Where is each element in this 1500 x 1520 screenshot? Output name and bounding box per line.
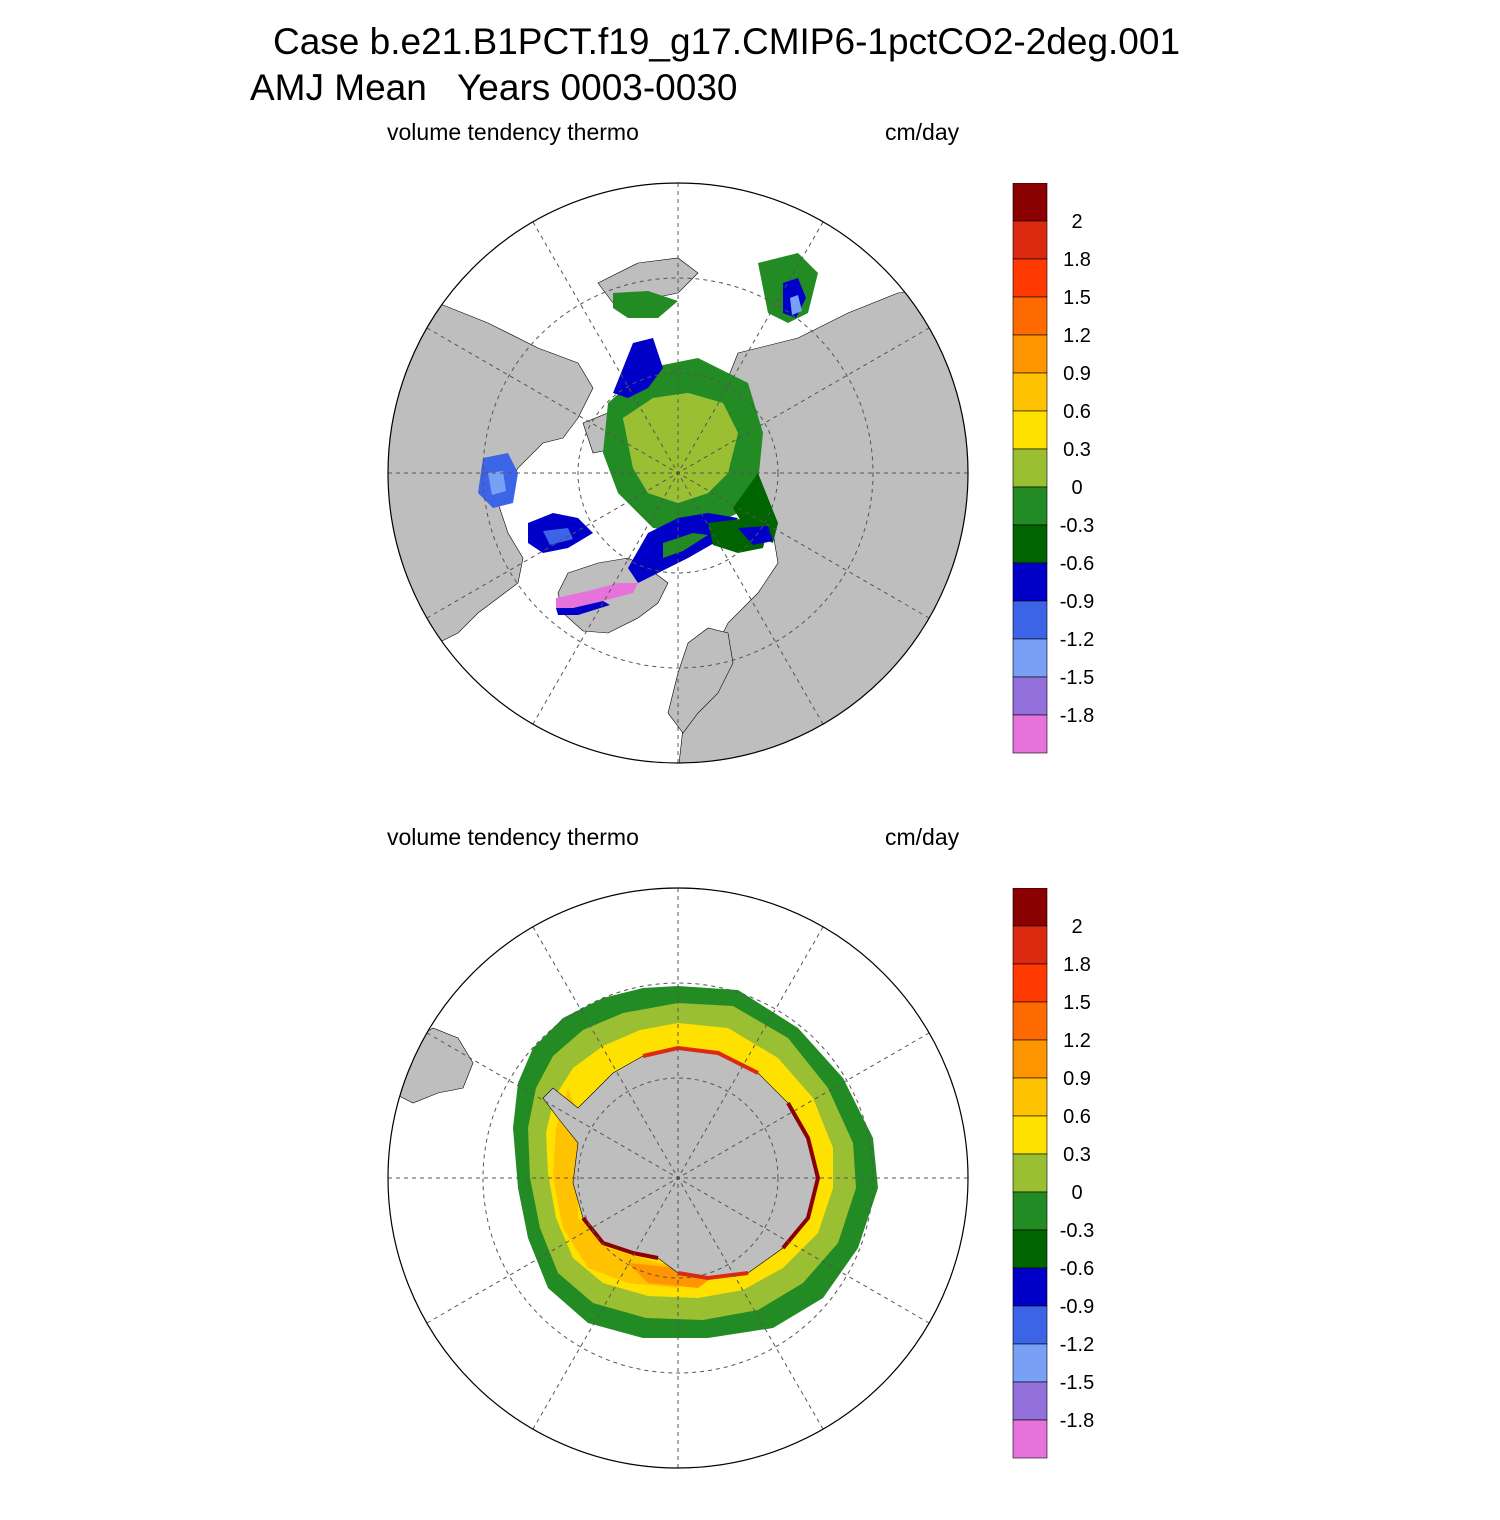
antarctic-polar-map xyxy=(387,887,969,1469)
graticule xyxy=(388,888,968,1468)
colorbar-tick-label: 0 xyxy=(1071,477,1082,499)
coastal-fringe xyxy=(581,1045,821,1281)
colorbar-tick-label: 1.8 xyxy=(1063,954,1091,976)
colorbar-tick-label: -1.2 xyxy=(1060,1334,1094,1356)
graticule xyxy=(388,183,968,763)
colorbar-swatch xyxy=(1012,1153,1048,1193)
colorbar-tick-label: -0.9 xyxy=(1060,591,1094,613)
colorbar-swatch xyxy=(1012,600,1048,640)
colorbar-tick-label: 0.6 xyxy=(1063,1106,1091,1128)
colorbar-swatch xyxy=(1012,1419,1048,1459)
colorbar-swatch xyxy=(1012,486,1048,526)
colorbar-swatch xyxy=(1012,963,1048,1003)
colorbar-tick-label: 1.2 xyxy=(1063,1030,1091,1052)
map-border xyxy=(387,182,969,764)
colorbar-tick-label: 2 xyxy=(1071,916,1082,938)
colorbar-tick-label: -0.6 xyxy=(1060,1258,1094,1280)
colorbar-swatch xyxy=(1012,372,1048,412)
antarctic-colorbar: 2 1.8 1.5 1.2 0.9 0.6 0.3 0 -0.3 -0.6 -0.9 -1.2 -1.5… xyxy=(1012,888,1094,1459)
colorbar-swatch xyxy=(1012,448,1048,488)
colorbar-tick-label: 0.6 xyxy=(1063,401,1091,423)
colorbar-swatch xyxy=(1012,638,1048,678)
antarctic-panel: volume tendency thermo cm/day xyxy=(0,815,1500,1520)
panel-left-label: volume tendency thermo xyxy=(387,824,639,850)
colorbar-swatch xyxy=(1012,676,1048,716)
colorbar-swatch xyxy=(1012,296,1048,336)
colorbar-tick-label: 1.5 xyxy=(1063,992,1091,1014)
colorbar-swatch xyxy=(1012,1191,1048,1231)
colorbar-tick-label: -1.5 xyxy=(1060,1372,1094,1394)
arctic-colorbar: 2 1.8 1.5 1.2 0.9 0.6 0.3 0 -0.3 -0.6 -0.9 -1.2 -1.5… xyxy=(1012,183,1094,754)
panel-units-label: cm/day xyxy=(885,119,960,145)
colorbar-swatch xyxy=(1012,1267,1048,1307)
colorbar-tick-label: 1.2 xyxy=(1063,325,1091,347)
colorbar-swatch xyxy=(1012,183,1048,222)
colorbar-swatch xyxy=(1012,334,1048,374)
colorbar-tick-label: -0.3 xyxy=(1060,1220,1094,1242)
colorbar-swatch xyxy=(1012,562,1048,602)
colorbar-swatch xyxy=(1012,925,1048,965)
colorbar-swatch xyxy=(1012,1229,1048,1269)
colorbar-swatch xyxy=(1012,1305,1048,1345)
colorbar-tick-label: -0.9 xyxy=(1060,1296,1094,1318)
tendency-field xyxy=(478,253,818,615)
colorbar-tick-label: 1.5 xyxy=(1063,287,1091,309)
colorbar-tick-label: -0.6 xyxy=(1060,553,1094,575)
arctic-polar-map xyxy=(387,182,969,764)
colorbar-swatch xyxy=(1012,1039,1048,1079)
colorbar-swatch xyxy=(1012,410,1048,450)
colorbar-tick-label: -1.8 xyxy=(1060,705,1094,727)
colorbar-swatch xyxy=(1012,1115,1048,1155)
colorbar-tick-label: -1.5 xyxy=(1060,667,1094,689)
colorbar-swatch xyxy=(1012,258,1048,298)
colorbar-swatch xyxy=(1012,1001,1048,1041)
colorbar-swatch xyxy=(1012,1381,1048,1421)
colorbar-swatch xyxy=(1012,524,1048,564)
map-border xyxy=(387,887,969,1469)
colorbar-swatch xyxy=(1012,220,1048,260)
colorbar-swatch xyxy=(1012,1343,1048,1383)
colorbar-tick-label: -0.3 xyxy=(1060,515,1094,537)
colorbar-swatch xyxy=(1012,888,1048,927)
figure-title-line-1: Case b.e21.B1PCT.f19_g17.CMIP6-1pctCO2-2… xyxy=(273,21,1181,62)
arctic-panel: volume tendency thermo cm/day xyxy=(0,110,1500,815)
colorbar-tick-label: 0.3 xyxy=(1063,439,1091,461)
colorbar-tick-label: -1.8 xyxy=(1060,1410,1094,1432)
colorbar-tick-label: 2 xyxy=(1071,211,1082,233)
colorbar-tick-label: 0 xyxy=(1071,1182,1082,1204)
colorbar-tick-label: 0.9 xyxy=(1063,1068,1091,1090)
colorbar-swatch xyxy=(1012,714,1048,754)
colorbar-tick-label: 1.8 xyxy=(1063,249,1091,271)
colorbar-swatch xyxy=(1012,1077,1048,1117)
figure-title-line-2: AMJ Mean Years 0003-0030 xyxy=(250,67,738,108)
panel-left-label: volume tendency thermo xyxy=(387,119,639,145)
colorbar-tick-label: -1.2 xyxy=(1060,629,1094,651)
colorbar-tick-label: 0.9 xyxy=(1063,363,1091,385)
panel-units-label: cm/day xyxy=(885,824,960,850)
colorbar-tick-label: 0.3 xyxy=(1063,1144,1091,1166)
